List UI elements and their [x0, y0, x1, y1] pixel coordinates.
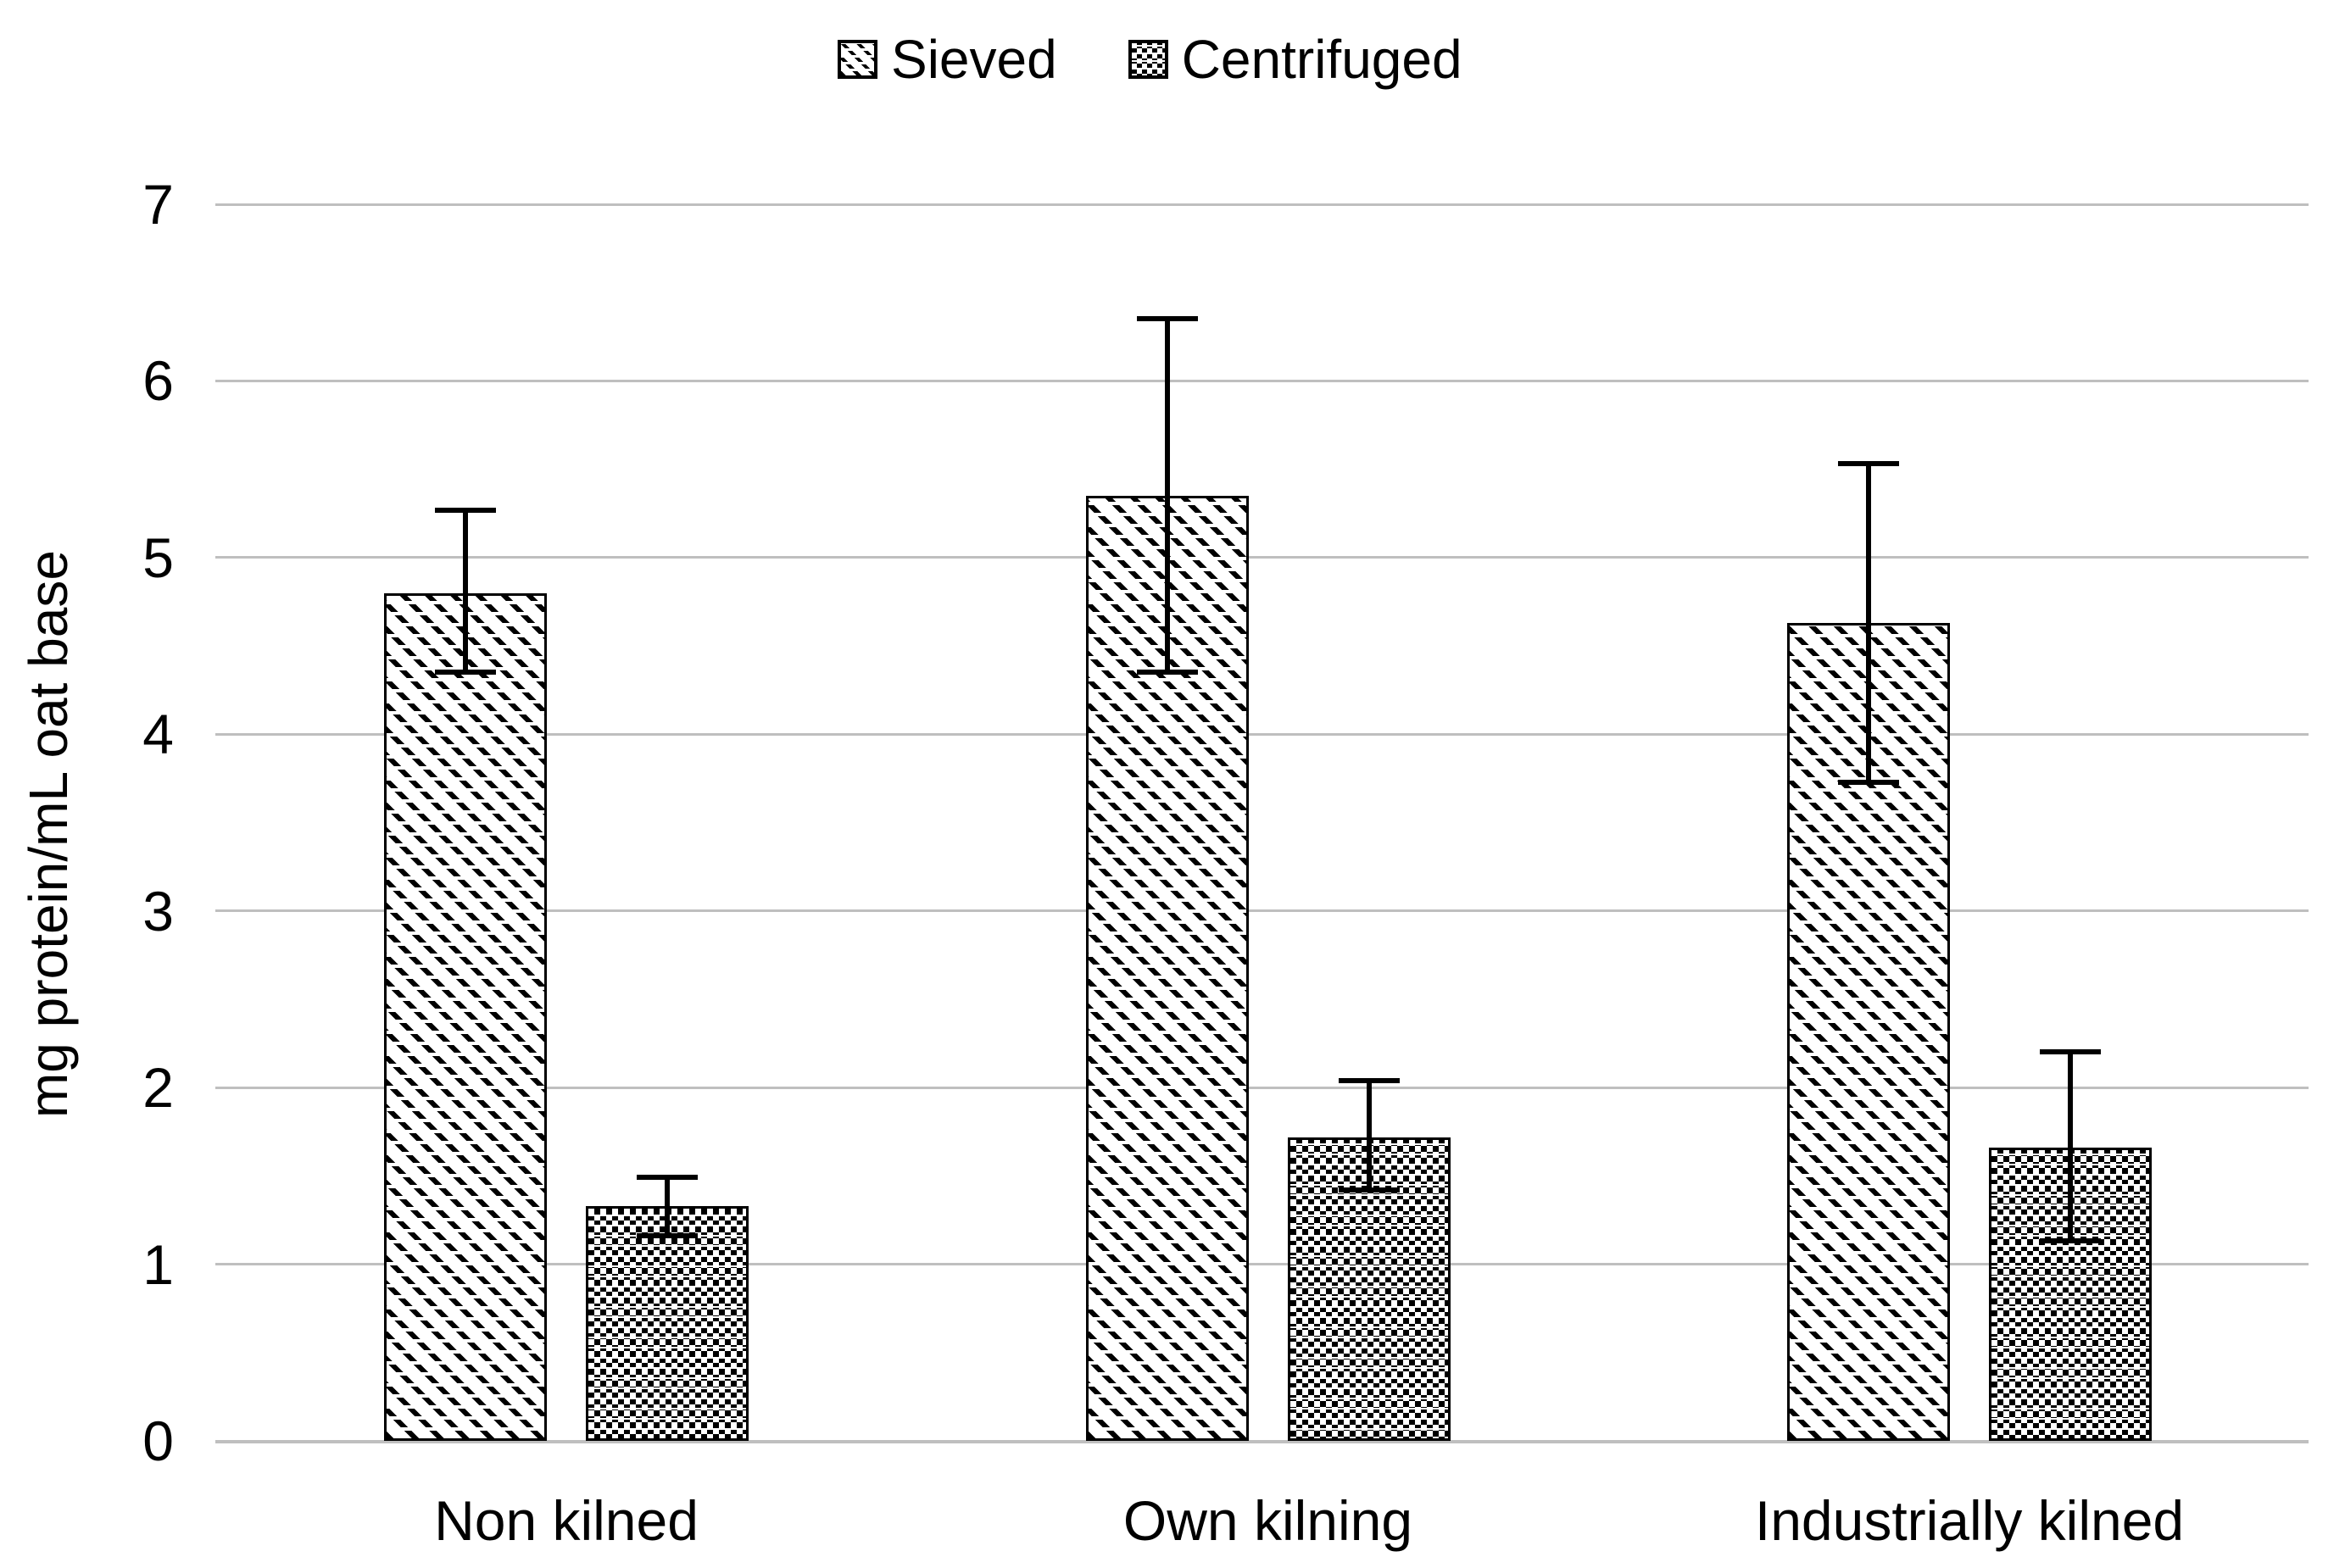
gridline-2	[215, 1086, 2309, 1089]
error-bar-centrifuged-non-kilned-cap-top	[637, 1175, 698, 1181]
y-tick-label-1: 1	[142, 1232, 174, 1296]
error-bar-centrifuged-industrially-kilned-line	[2068, 1052, 2073, 1242]
y-tick-label-7: 7	[142, 173, 174, 236]
error-bar-centrifuged-own-kilning-line	[1366, 1080, 1372, 1191]
gridline-7	[215, 203, 2309, 206]
error-bar-centrifuged-non-kilned-line	[665, 1177, 670, 1237]
error-bar-sieved-non-kilned-line	[463, 509, 468, 673]
sieved-hatch-swatch-icon	[838, 40, 877, 79]
error-bar-sieved-own-kilning-line	[1164, 319, 1170, 673]
x-label-non-kilned: Non kilned	[434, 1489, 699, 1552]
error-bar-sieved-non-kilned-cap-bottom	[435, 670, 496, 676]
legend-label-sieved: Sieved	[891, 29, 1057, 90]
gridline-0	[215, 1439, 2309, 1443]
x-label-own-kilning: Own kilning	[1122, 1489, 1413, 1552]
bar-centrifuged-non-kilned	[586, 1205, 749, 1441]
x-label-industrially-kilned: Industrially kilned	[1754, 1489, 2185, 1552]
error-bar-sieved-non-kilned-cap-top	[435, 507, 496, 513]
y-tick-label-5: 5	[142, 525, 174, 589]
centrifuged-hatch-swatch-icon	[1128, 40, 1168, 79]
legend-item-centrifuged: Centrifuged	[1128, 22, 1462, 97]
legend-item-sieved: Sieved	[838, 22, 1057, 97]
gridline-3	[215, 909, 2309, 913]
error-bar-sieved-own-kilning-cap-top	[1136, 316, 1198, 322]
y-tick-label-6: 6	[142, 349, 174, 413]
legend: Sieved Centrifuged	[838, 22, 1462, 97]
y-tick-label-3: 3	[142, 879, 174, 942]
y-tick-label-4: 4	[142, 703, 174, 766]
y-tick-label-0: 0	[142, 1410, 174, 1472]
y-axis-title: mg protein/mL oat base	[18, 550, 79, 1118]
legend-label-centrifuged: Centrifuged	[1181, 29, 1462, 90]
y-tick-label-2: 2	[142, 1056, 174, 1120]
gridline-1	[215, 1263, 2309, 1266]
error-bar-centrifuged-industrially-kilned-cap-bottom	[2040, 1238, 2101, 1244]
bar-sieved-non-kilned	[384, 592, 547, 1441]
error-bar-sieved-own-kilning-cap-bottom	[1136, 670, 1198, 676]
error-bar-centrifuged-industrially-kilned-cap-top	[2040, 1049, 2101, 1055]
error-bar-sieved-industrially-kilned-line	[1866, 464, 1871, 782]
gridline-6	[215, 379, 2309, 382]
error-bar-centrifuged-own-kilning-cap-top	[1338, 1077, 1400, 1083]
error-bar-centrifuged-non-kilned-cap-bottom	[637, 1233, 698, 1239]
gridline-4	[215, 732, 2309, 736]
error-bar-centrifuged-own-kilning-cap-bottom	[1338, 1187, 1400, 1193]
error-bar-sieved-industrially-kilned-cap-bottom	[1838, 779, 1899, 785]
gridline-5	[215, 556, 2309, 559]
error-bar-sieved-industrially-kilned-cap-top	[1838, 461, 1899, 467]
